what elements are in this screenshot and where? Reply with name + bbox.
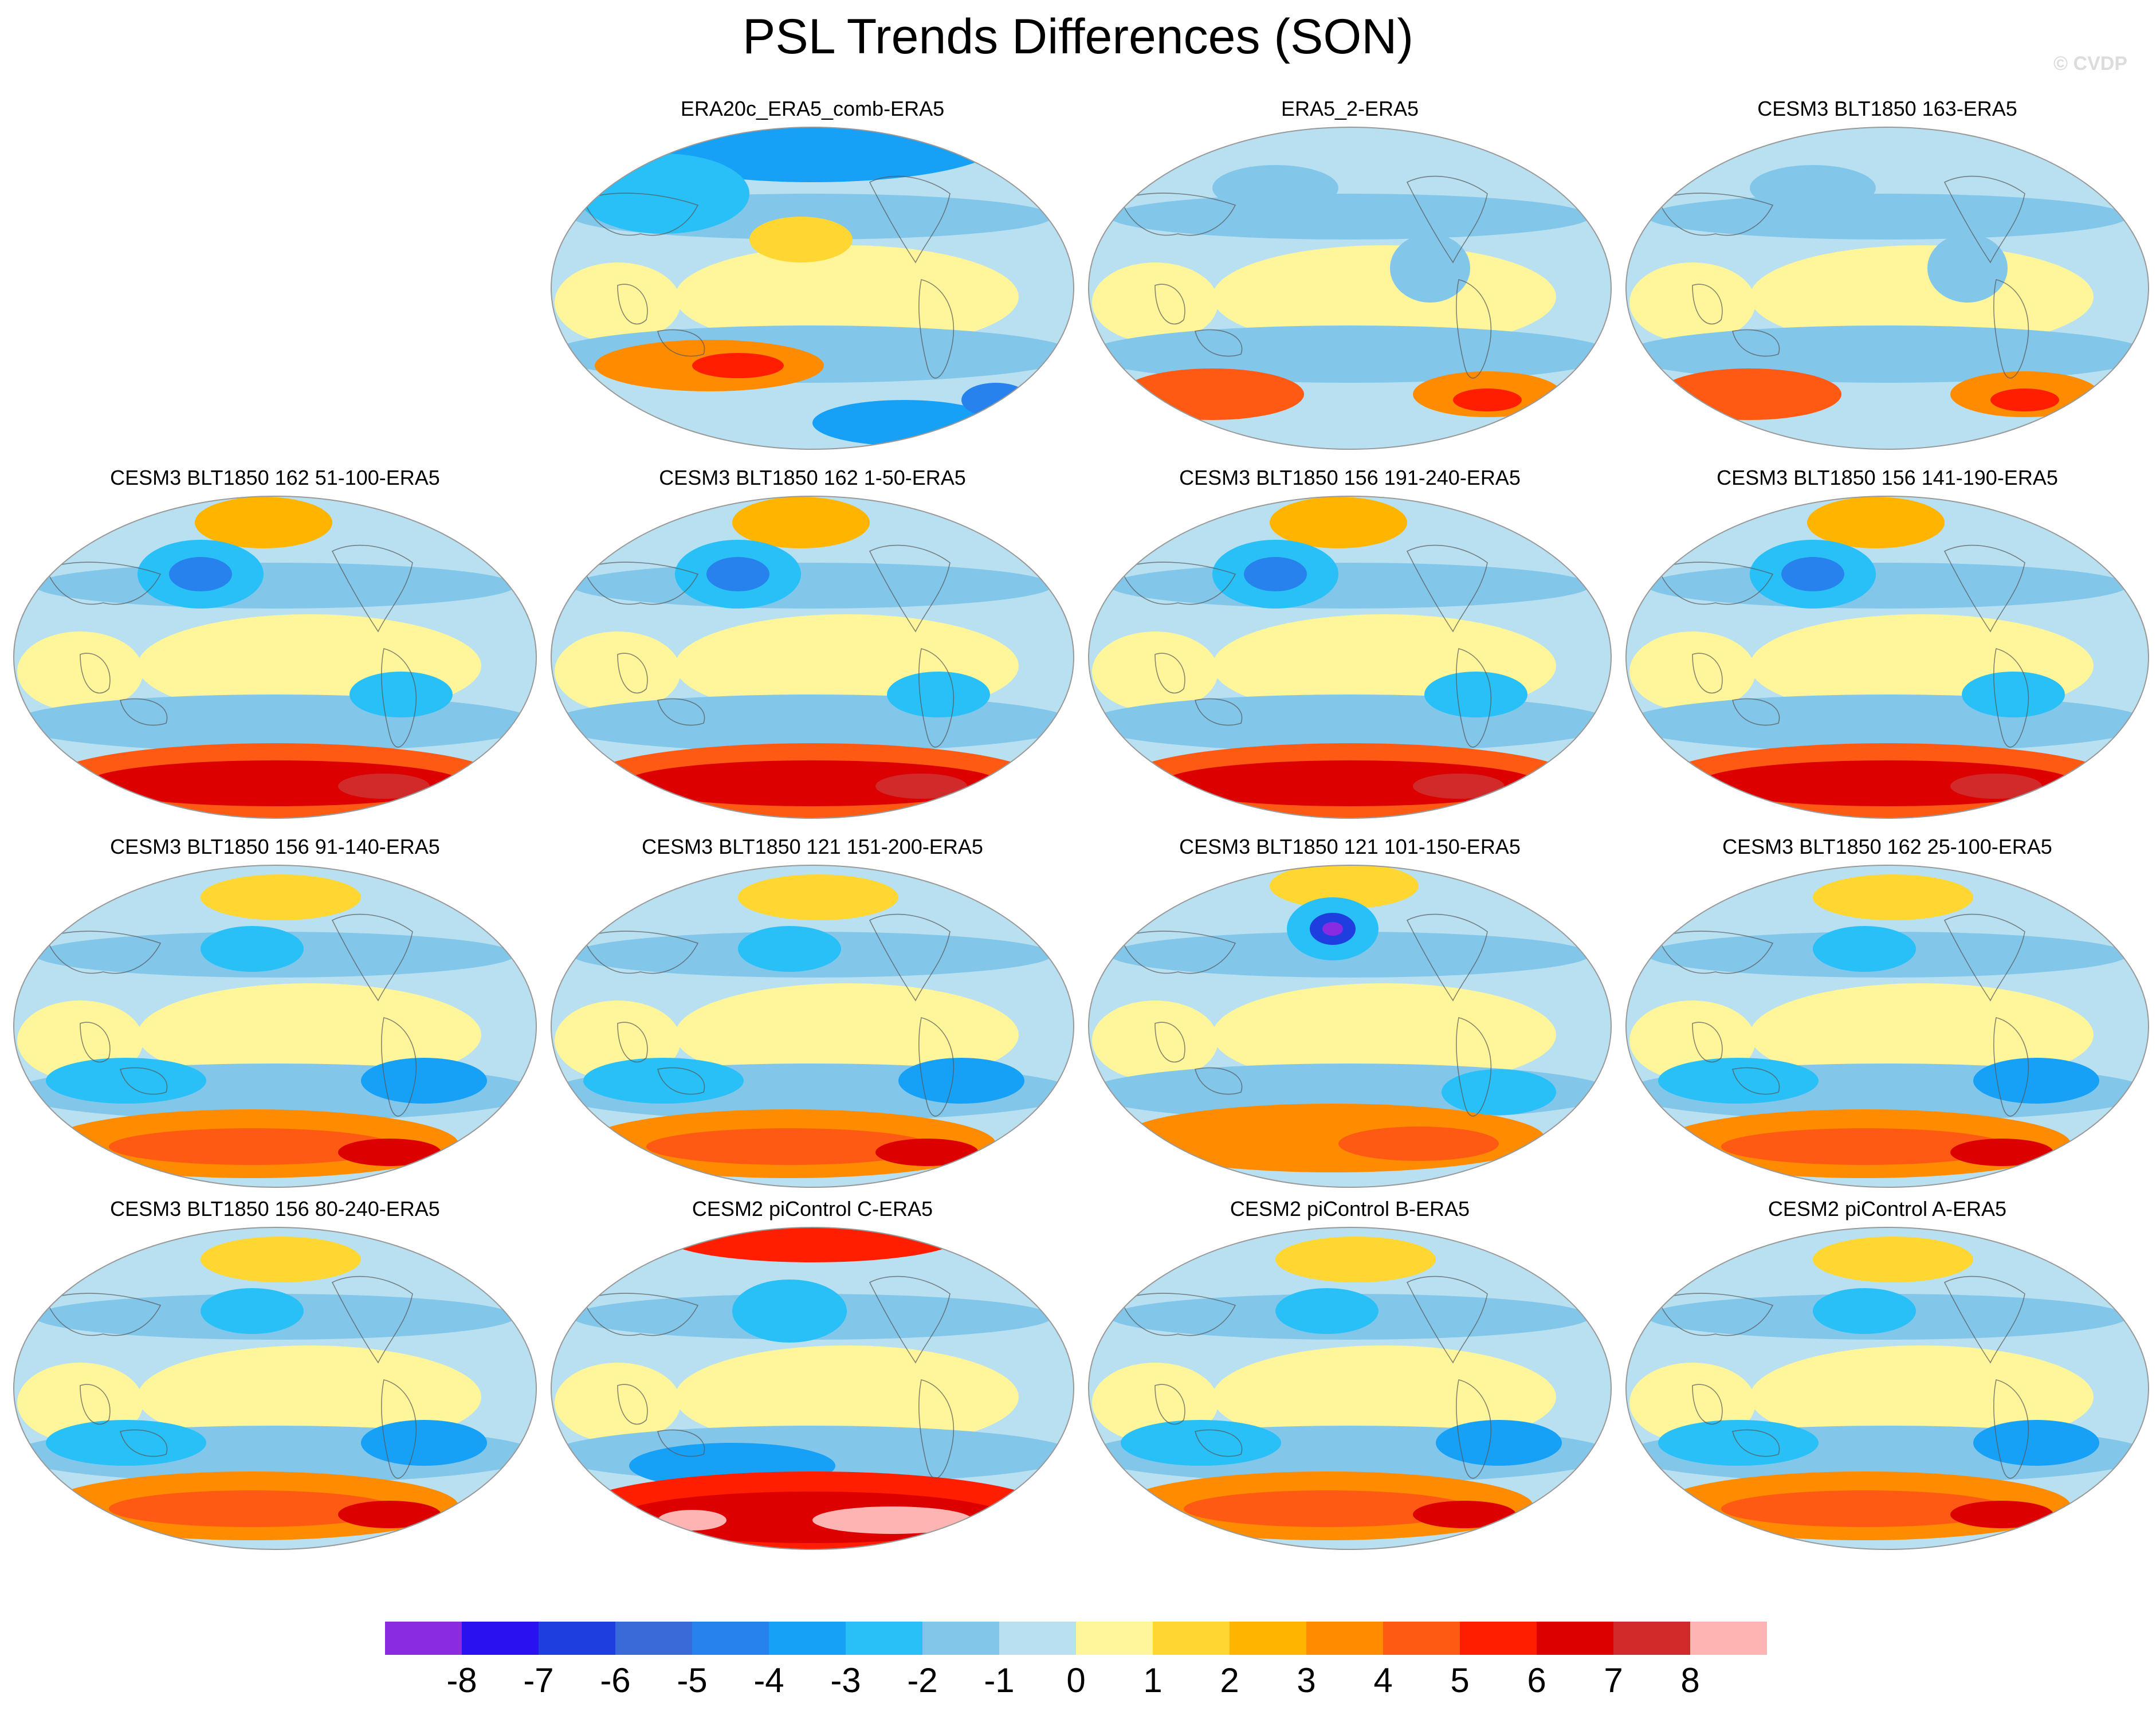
panel-title: CESM3 BLT1850 156 80-240-ERA5 <box>110 1197 440 1221</box>
psl-trend-map <box>1088 496 1612 819</box>
psl-trend-map <box>1088 865 1612 1188</box>
psl-trend-map <box>551 1227 1074 1550</box>
map-panel: CESM3 BLT1850 162 1-50-ERA5 <box>549 465 1076 821</box>
panel-title: CESM3 BLT1850 156 191-240-ERA5 <box>1179 466 1521 489</box>
colorbar-swatch <box>462 1622 539 1655</box>
panel-title: ERA20c_ERA5_comb-ERA5 <box>680 97 945 120</box>
psl-trend-map <box>1625 865 2149 1188</box>
colorbar-tick-label: 1 <box>1143 1661 1163 1700</box>
psl-trend-map <box>13 1227 537 1550</box>
psl-trend-map <box>1625 127 2149 450</box>
cvdp-credit: © CVDP <box>2053 53 2127 74</box>
colorbar-swatch <box>769 1622 846 1655</box>
psl-trend-map <box>1088 127 1612 450</box>
colorbar-swatch <box>615 1622 692 1655</box>
map-panel: CESM2 piControl B-ERA5 <box>1086 1196 1613 1552</box>
colorbar-tick-label: 6 <box>1527 1661 1546 1700</box>
colorbar-swatch <box>385 1622 462 1655</box>
psl-trend-map <box>551 865 1074 1188</box>
map-panel: CESM3 BLT1850 156 191-240-ERA5 <box>1086 465 1613 821</box>
panel-title: CESM3 BLT1850 163-ERA5 <box>1757 97 2017 120</box>
map-panel: CESM3 BLT1850 121 101-150-ERA5 <box>1086 834 1613 1190</box>
colorbar-tick-label: 3 <box>1297 1661 1316 1700</box>
colorbar-tick-label: -1 <box>984 1661 1015 1700</box>
figure-title: PSL Trends Differences (SON) <box>743 9 1413 64</box>
map-panel: CESM3 BLT1850 121 151-200-ERA5 <box>549 834 1076 1190</box>
colorbar-tick-label: 4 <box>1373 1661 1393 1700</box>
colorbar-swatch <box>999 1622 1076 1655</box>
colorbar-swatch <box>1153 1622 1230 1655</box>
psl-trend-map <box>1088 1227 1612 1550</box>
colorbar-swatch <box>1460 1622 1537 1655</box>
panel-title: CESM2 piControl C-ERA5 <box>692 1197 933 1221</box>
colorbar-swatch <box>692 1622 769 1655</box>
panel-title: ERA5_2-ERA5 <box>1281 97 1419 120</box>
map-panel: CESM2 piControl C-ERA5 <box>549 1196 1076 1552</box>
psl-trend-map <box>13 496 537 819</box>
colorbar-tick-label: 7 <box>1604 1661 1623 1700</box>
colorbar-swatch <box>922 1622 999 1655</box>
colorbar-swatch <box>1383 1622 1460 1655</box>
panel-title: CESM3 BLT1850 121 151-200-ERA5 <box>642 835 983 858</box>
colorbar-tick-label: -5 <box>677 1661 708 1700</box>
colorbar-tick-label: -6 <box>600 1661 631 1700</box>
map-panel: CESM3 BLT1850 156 80-240-ERA5 <box>11 1196 539 1552</box>
colorbar-swatch <box>539 1622 615 1655</box>
panel-title: CESM2 piControl A-ERA5 <box>1768 1197 2007 1221</box>
colorbar-swatch <box>1537 1622 1613 1655</box>
map-panel: CESM2 piControl A-ERA5 <box>1624 1196 2151 1552</box>
panel-title: CESM3 BLT1850 156 91-140-ERA5 <box>110 835 440 858</box>
colorbar-tick-label: -8 <box>446 1661 477 1700</box>
colorbar-tick-label: -7 <box>523 1661 554 1700</box>
panel-title: CESM3 BLT1850 156 141-190-ERA5 <box>1717 466 2058 489</box>
psl-trend-map <box>1625 496 2149 819</box>
panel-title: CESM3 BLT1850 162 51-100-ERA5 <box>110 466 440 489</box>
panel-title: CESM2 piControl B-ERA5 <box>1230 1197 1470 1221</box>
colorbar-tick-label: -3 <box>830 1661 861 1700</box>
map-panel: ERA5_2-ERA5 <box>1086 96 1613 452</box>
panel-title: CESM3 BLT1850 162 1-50-ERA5 <box>659 466 966 489</box>
map-panel: ERA20c_ERA5_comb-ERA5 <box>549 96 1076 452</box>
panel-title: CESM3 BLT1850 162 25-100-ERA5 <box>1722 835 2052 858</box>
colorbar-tick-label: -2 <box>907 1661 938 1700</box>
psl-trend-map <box>551 127 1074 450</box>
colorbar-swatch <box>1230 1622 1306 1655</box>
psl-trend-map <box>551 496 1074 819</box>
colorbar-tick-label: 8 <box>1680 1661 1700 1700</box>
colorbar-tick-label: 5 <box>1450 1661 1470 1700</box>
colorbar-swatch <box>1690 1622 1767 1655</box>
colorbar-swatch <box>846 1622 922 1655</box>
map-panel: CESM3 BLT1850 156 91-140-ERA5 <box>11 834 539 1190</box>
panel-title: CESM3 BLT1850 121 101-150-ERA5 <box>1179 835 1521 858</box>
colorbar-swatch <box>1613 1622 1690 1655</box>
colorbar-swatch <box>1306 1622 1383 1655</box>
colorbar-tick-label: -4 <box>753 1661 784 1700</box>
psl-trend-map <box>13 865 537 1188</box>
colorbar-tick-label: 0 <box>1066 1661 1086 1700</box>
map-panel: CESM3 BLT1850 162 25-100-ERA5 <box>1624 834 2151 1190</box>
map-panel: CESM3 BLT1850 162 51-100-ERA5 <box>11 465 539 821</box>
colorbar-tick-label: 2 <box>1220 1661 1239 1700</box>
psl-trend-map <box>1625 1227 2149 1550</box>
colorbar-swatch <box>1076 1622 1153 1655</box>
map-panel: CESM3 BLT1850 163-ERA5 <box>1624 96 2151 452</box>
map-panel: CESM3 BLT1850 156 141-190-ERA5 <box>1624 465 2151 821</box>
